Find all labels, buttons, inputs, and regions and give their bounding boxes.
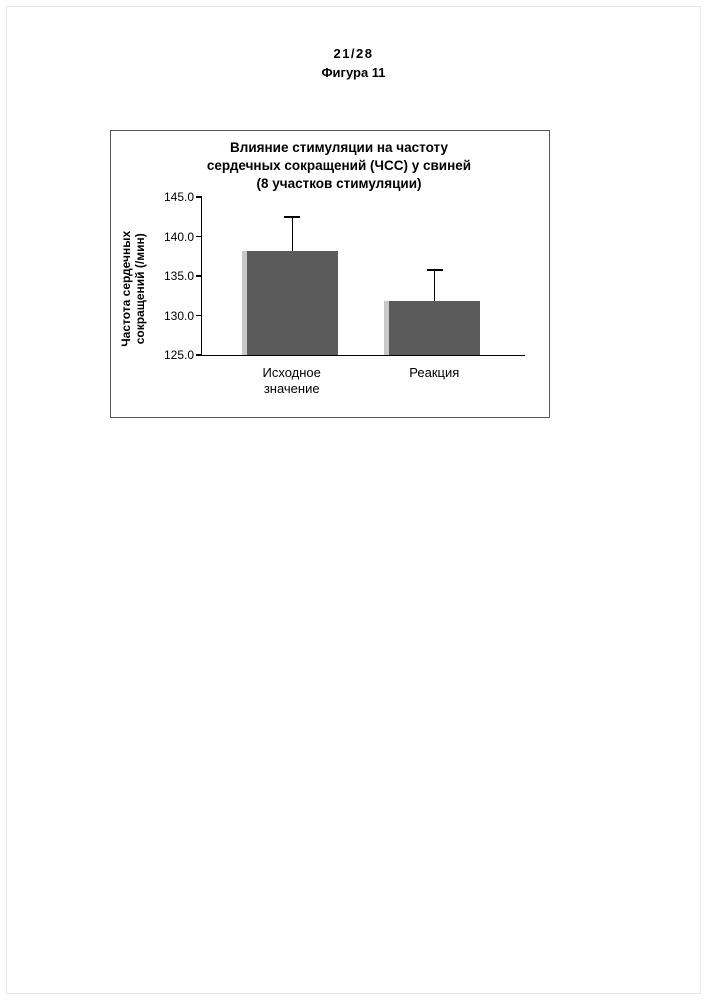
y-tick-label: 145.0 bbox=[164, 190, 194, 204]
chart-title-line-3: (8 участков стимуляции) bbox=[256, 176, 421, 191]
error-bar-line bbox=[434, 270, 436, 302]
y-tick-label: 140.0 bbox=[164, 230, 194, 244]
error-bar-cap bbox=[427, 269, 443, 271]
y-tick-label: 125.0 bbox=[164, 348, 194, 362]
error-bar-cap bbox=[284, 216, 300, 218]
x-label-line-2: значение bbox=[264, 381, 320, 396]
y-tick bbox=[196, 196, 202, 198]
error-bar-line bbox=[292, 217, 294, 251]
y-axis-label-line-1: Частота сердечных bbox=[119, 231, 133, 347]
y-axis-label-line-2: сокращений (/мин) bbox=[133, 234, 147, 345]
y-tick bbox=[196, 236, 202, 238]
x-axis-labels: Исходноезначение Реакция bbox=[201, 361, 525, 403]
y-tick-label: 135.0 bbox=[164, 269, 194, 283]
x-label-response: Реакция bbox=[369, 365, 499, 381]
page: 21/28 Фигура 11 Влияние стимуляции на ча… bbox=[0, 0, 707, 1000]
y-tick-label: 130.0 bbox=[164, 309, 194, 323]
bar-fill bbox=[389, 301, 479, 355]
x-label-line-1: Исходное bbox=[263, 365, 321, 380]
chart-title-line-1: Влияние стимуляции на частоту bbox=[230, 140, 448, 155]
bar-fill bbox=[247, 251, 337, 355]
y-axis-label: Частота сердечных сокращений (/мин) bbox=[115, 197, 153, 381]
y-tick bbox=[196, 354, 202, 356]
chart-panel: Влияние стимуляции на частоту сердечных … bbox=[110, 130, 550, 419]
page-counter: 21/28 bbox=[0, 45, 707, 63]
figure-label: Фигура 11 bbox=[0, 65, 707, 80]
chart-title: Влияние стимуляции на частоту сердечных … bbox=[149, 139, 529, 194]
chart-body: Частота сердечных сокращений (/мин) 125.… bbox=[121, 197, 539, 407]
bar-response bbox=[389, 301, 479, 355]
x-label-line-1: Реакция bbox=[409, 365, 459, 380]
bar-baseline bbox=[247, 251, 337, 355]
x-label-baseline: Исходноезначение bbox=[227, 365, 357, 396]
chart-title-line-2: сердечных сокращений (ЧСС) у свиней bbox=[207, 158, 471, 173]
y-tick bbox=[196, 315, 202, 317]
plot-area: 125.0130.0135.0140.0145.0 bbox=[201, 197, 525, 356]
y-tick bbox=[196, 275, 202, 277]
